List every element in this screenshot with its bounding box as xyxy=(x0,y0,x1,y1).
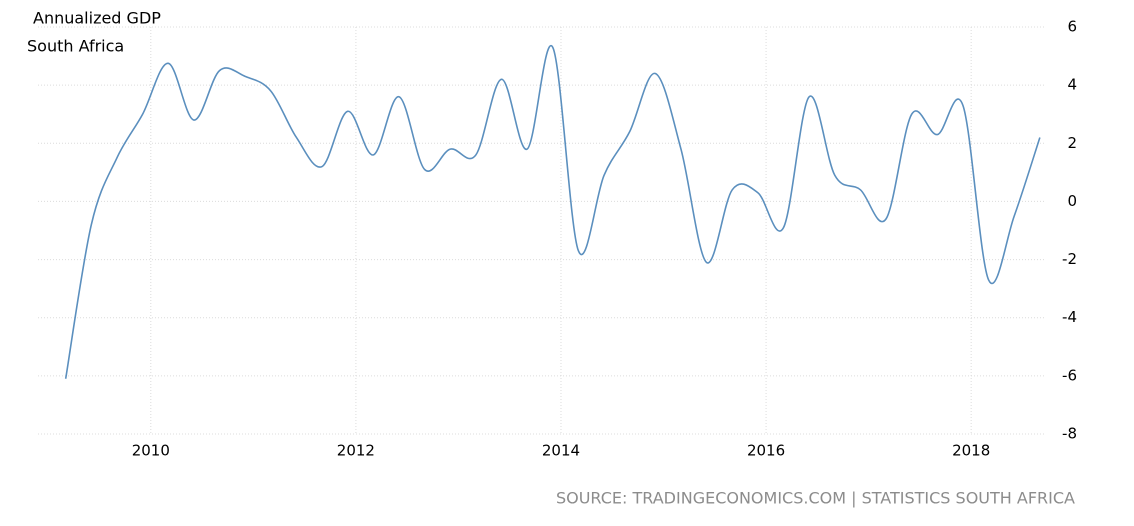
y-tick-label: -2 xyxy=(1062,250,1077,268)
x-tick-label: 2010 xyxy=(132,442,170,460)
y-tick-label: -6 xyxy=(1062,366,1077,384)
x-tick-label: 2016 xyxy=(747,442,785,460)
y-tick-label: -8 xyxy=(1062,425,1077,443)
data-line xyxy=(64,44,1041,379)
x-tick-label: 2018 xyxy=(952,442,990,460)
chart-title: Annualized GDP xyxy=(33,9,161,28)
chart-subtitle: South Africa xyxy=(27,37,124,56)
y-tick-label: 4 xyxy=(1067,76,1077,94)
source-note: SOURCE: TRADINGECONOMICS.COM | STATISTIC… xyxy=(556,489,1075,508)
y-tick-label: 6 xyxy=(1067,18,1077,36)
x-tick-label: 2014 xyxy=(542,442,580,460)
y-tick-label: -4 xyxy=(1062,308,1077,326)
x-tick-label: 2012 xyxy=(337,442,375,460)
y-tick-label: 0 xyxy=(1067,192,1077,210)
y-tick-label: 2 xyxy=(1067,134,1077,152)
